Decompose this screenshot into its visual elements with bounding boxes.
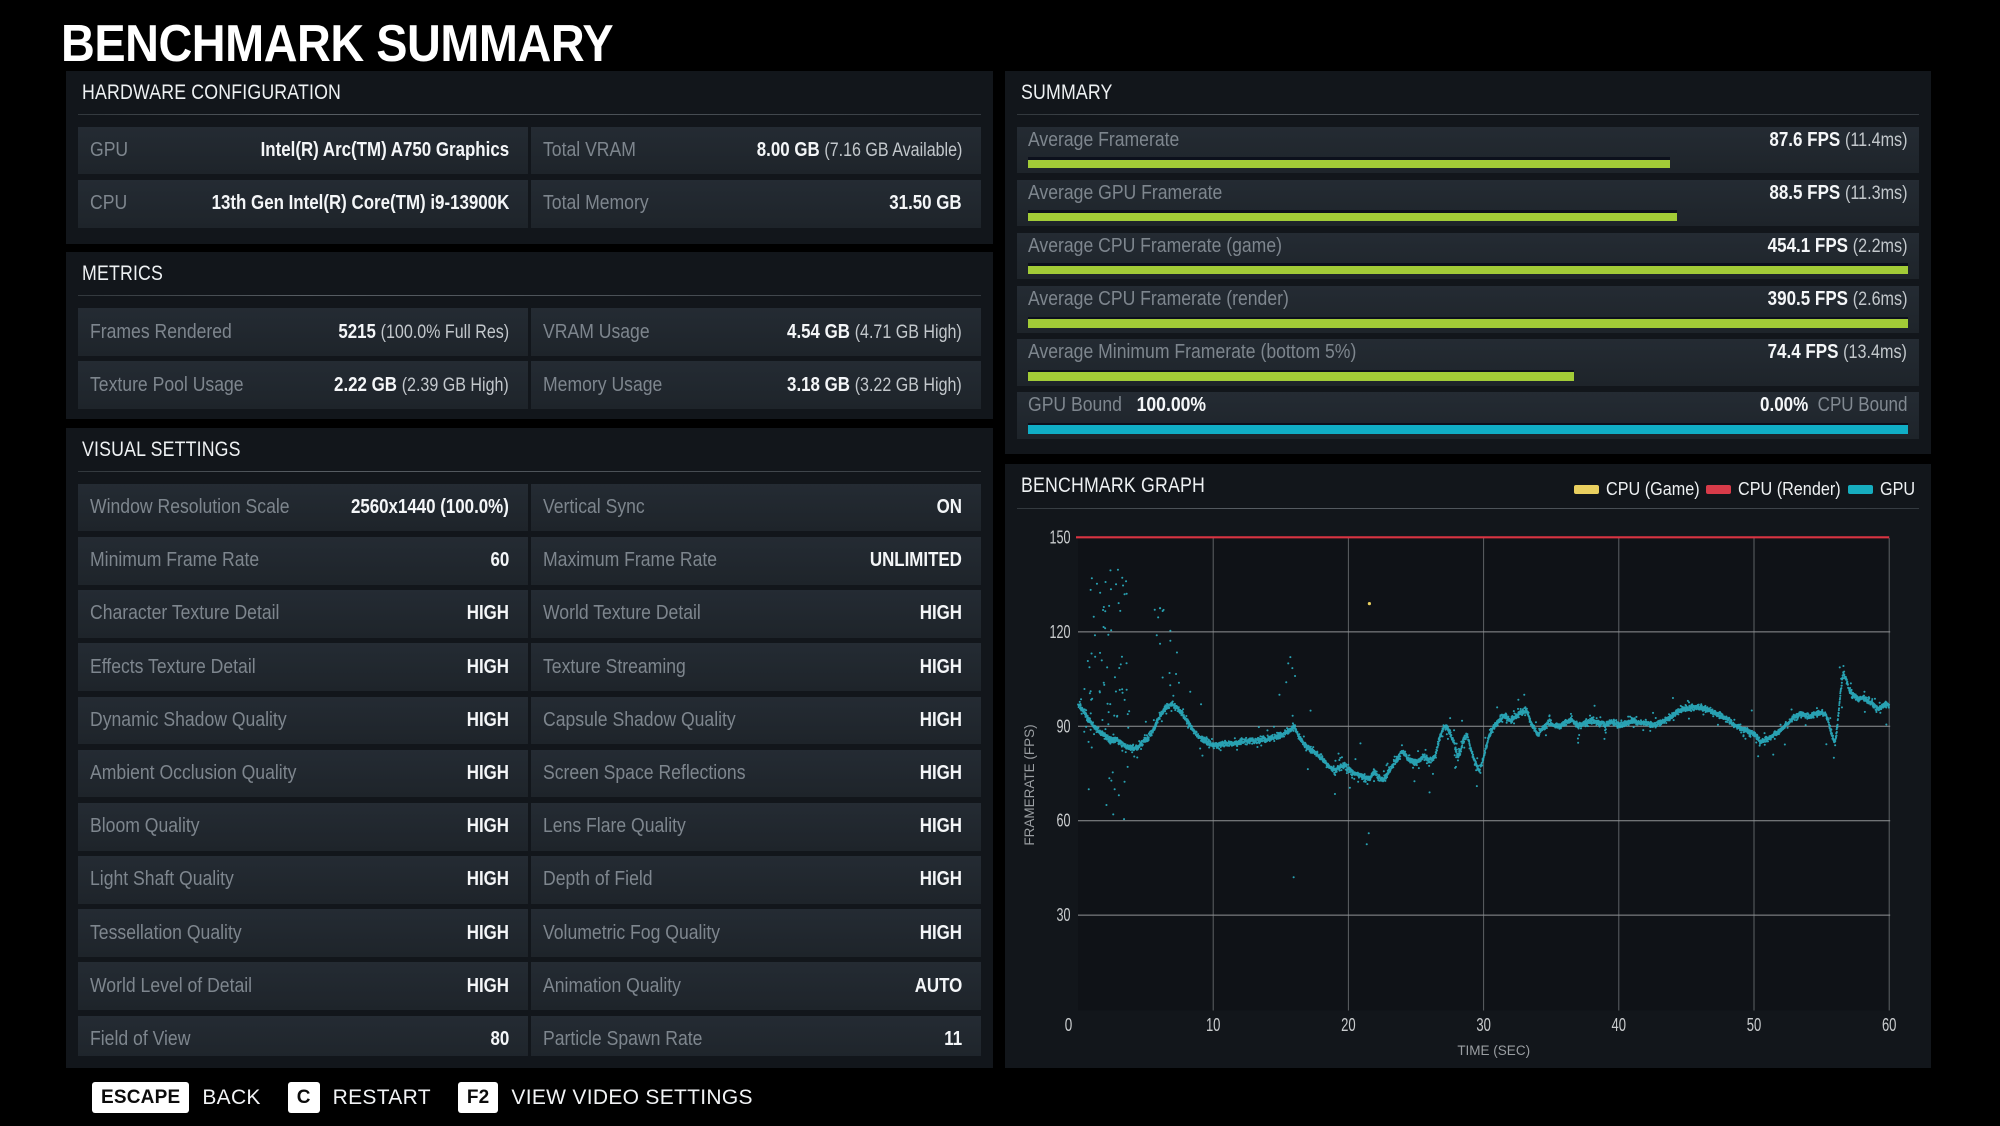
svg-text:150: 150 bbox=[1050, 527, 1071, 547]
svg-text:0: 0 bbox=[1065, 1015, 1073, 1035]
svg-text:TIME (SEC): TIME (SEC) bbox=[1457, 1043, 1530, 1058]
svg-text:10: 10 bbox=[1206, 1015, 1221, 1035]
svg-text:FRAMERATE (FPS): FRAMERATE (FPS) bbox=[1022, 724, 1037, 845]
svg-text:60: 60 bbox=[1882, 1015, 1897, 1035]
svg-text:60: 60 bbox=[1057, 810, 1071, 830]
svg-text:30: 30 bbox=[1057, 905, 1071, 925]
svg-text:30: 30 bbox=[1476, 1015, 1491, 1035]
svg-text:120: 120 bbox=[1050, 621, 1071, 641]
svg-text:40: 40 bbox=[1612, 1015, 1627, 1035]
svg-text:50: 50 bbox=[1747, 1015, 1762, 1035]
svg-text:20: 20 bbox=[1341, 1015, 1356, 1035]
svg-text:90: 90 bbox=[1057, 716, 1071, 736]
